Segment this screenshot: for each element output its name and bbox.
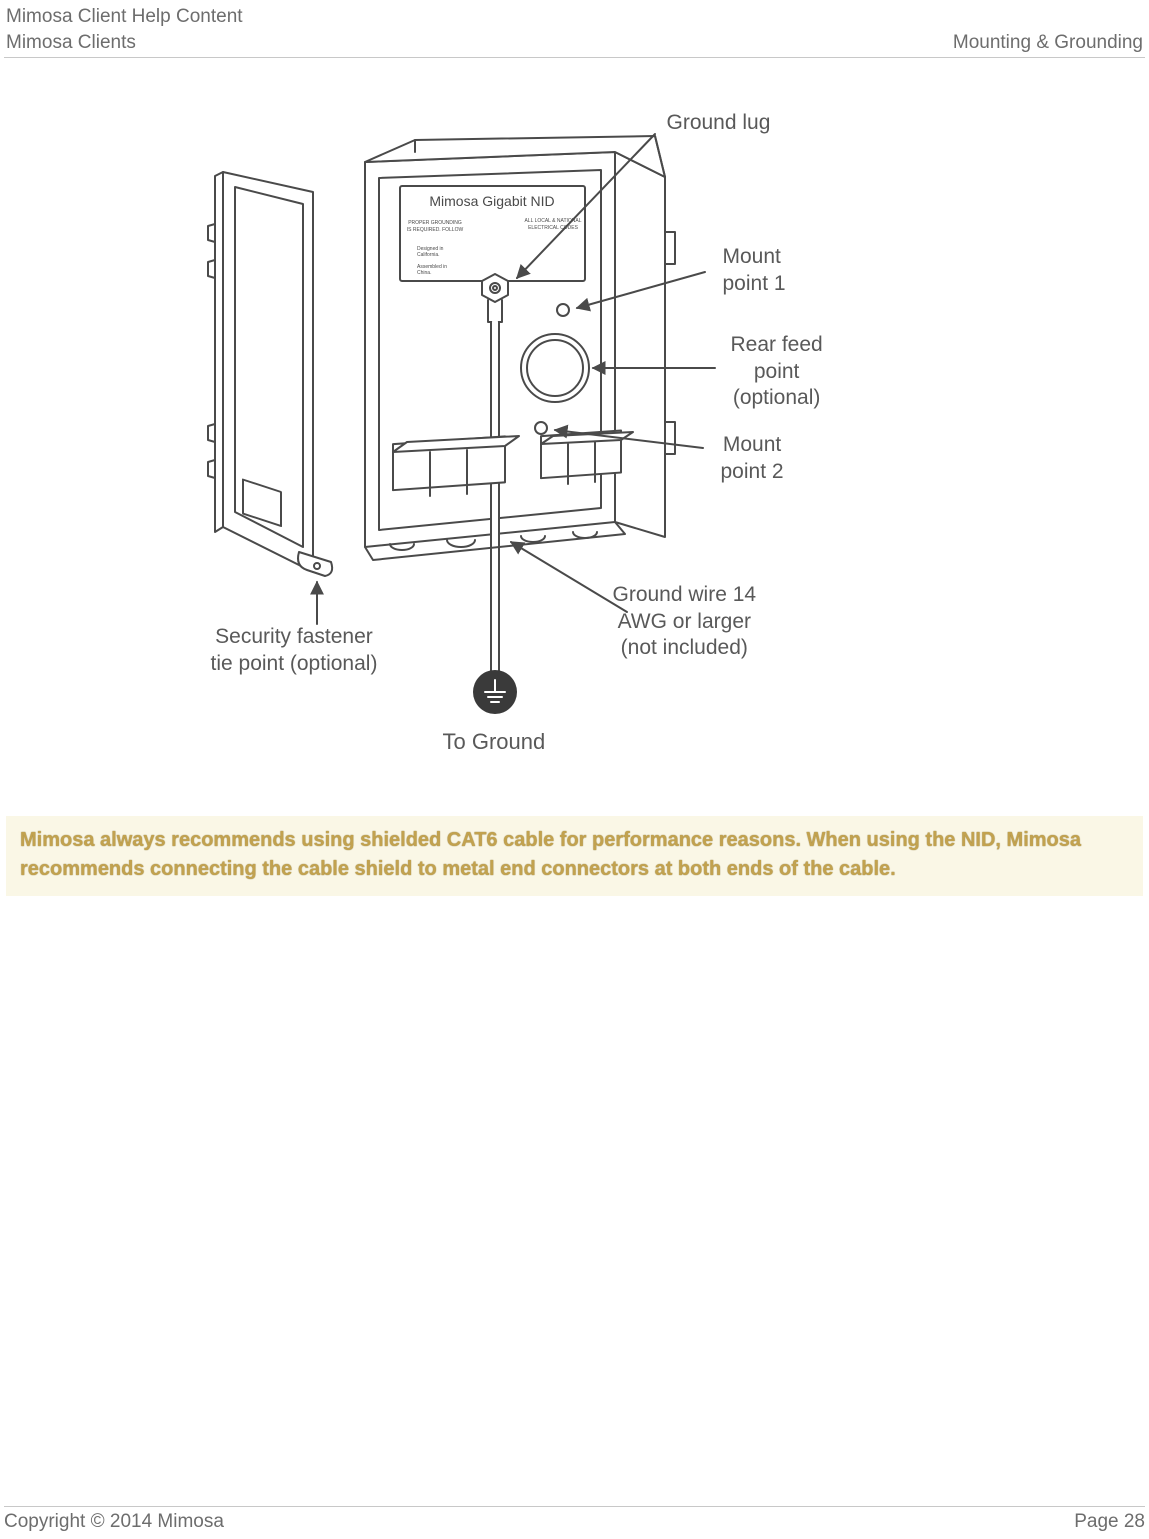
header-section: Mounting & Grounding (953, 30, 1143, 56)
svg-text:California.: California. (417, 252, 440, 258)
footer-copyright: Copyright © 2014 Mimosa (4, 1511, 224, 1533)
note-text: Mimosa always recommends using shielded … (20, 826, 1129, 884)
svg-text:ELECTRICAL CODES: ELECTRICAL CODES (528, 225, 578, 231)
device-title-text: Mimosa Gigabit NID (429, 193, 554, 209)
header-right: Mounting & Grounding (953, 4, 1143, 55)
diagram: Mimosa Gigabit NID PROPER GROUNDING IS R… (195, 92, 955, 792)
page-header: Mimosa Client Help Content Mimosa Client… (4, 4, 1145, 55)
svg-text:ALL LOCAL & NATIONAL: ALL LOCAL & NATIONAL (524, 218, 581, 224)
header-title-2: Mimosa Clients (6, 30, 243, 56)
diagram-svg: Mimosa Gigabit NID PROPER GROUNDING IS R… (195, 92, 955, 792)
callout-to-ground: To Ground (443, 728, 546, 756)
footer-page-number: Page 28 (1074, 1511, 1145, 1533)
svg-text:IS REQUIRED. FOLLOW: IS REQUIRED. FOLLOW (406, 227, 463, 233)
footer-rule (4, 1506, 1145, 1507)
recommendation-note: Mimosa always recommends using shielded … (6, 816, 1143, 896)
callout-rear-feed: Rear feed point (optional) (731, 332, 823, 411)
svg-text:China.: China. (417, 270, 431, 276)
callout-security-fastener: Security fastener tie point (optional) (211, 624, 378, 677)
page-footer: Copyright © 2014 Mimosa Page 28 (4, 1506, 1145, 1533)
callout-ground-wire: Ground wire 14 AWG or larger (not includ… (613, 582, 757, 661)
callout-mount-1: Mount point 1 (723, 244, 786, 297)
callout-ground-lug: Ground lug (667, 110, 771, 136)
document-page: Mimosa Client Help Content Mimosa Client… (0, 0, 1149, 1539)
header-left: Mimosa Client Help Content Mimosa Client… (6, 4, 243, 55)
diagram-container: Mimosa Gigabit NID PROPER GROUNDING IS R… (4, 58, 1145, 810)
header-title-1: Mimosa Client Help Content (6, 4, 243, 30)
callout-mount-2: Mount point 2 (721, 432, 784, 485)
svg-text:PROPER GROUNDING: PROPER GROUNDING (408, 220, 462, 226)
